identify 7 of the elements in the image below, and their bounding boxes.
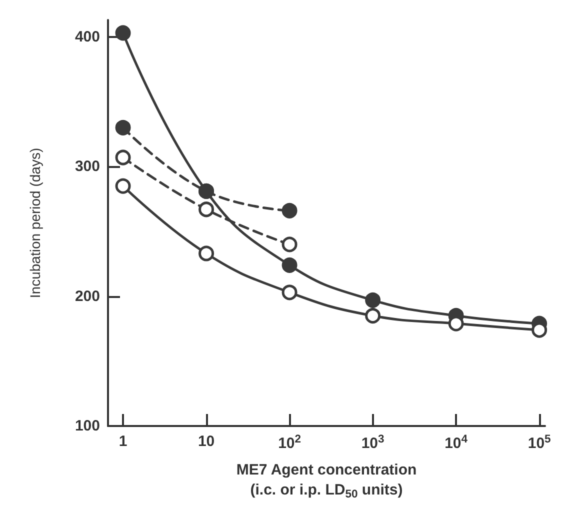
y-axis-title: Incubation period (days)	[27, 148, 43, 298]
y-tick-label: 400	[74, 28, 100, 46]
x-tick-label: 1	[118, 433, 128, 450]
x-tick-label: 10	[198, 433, 215, 450]
y-tick-label: 200	[74, 288, 100, 305]
y-tick-label: 300	[74, 158, 100, 176]
y-tick-label: 100	[74, 418, 100, 434]
